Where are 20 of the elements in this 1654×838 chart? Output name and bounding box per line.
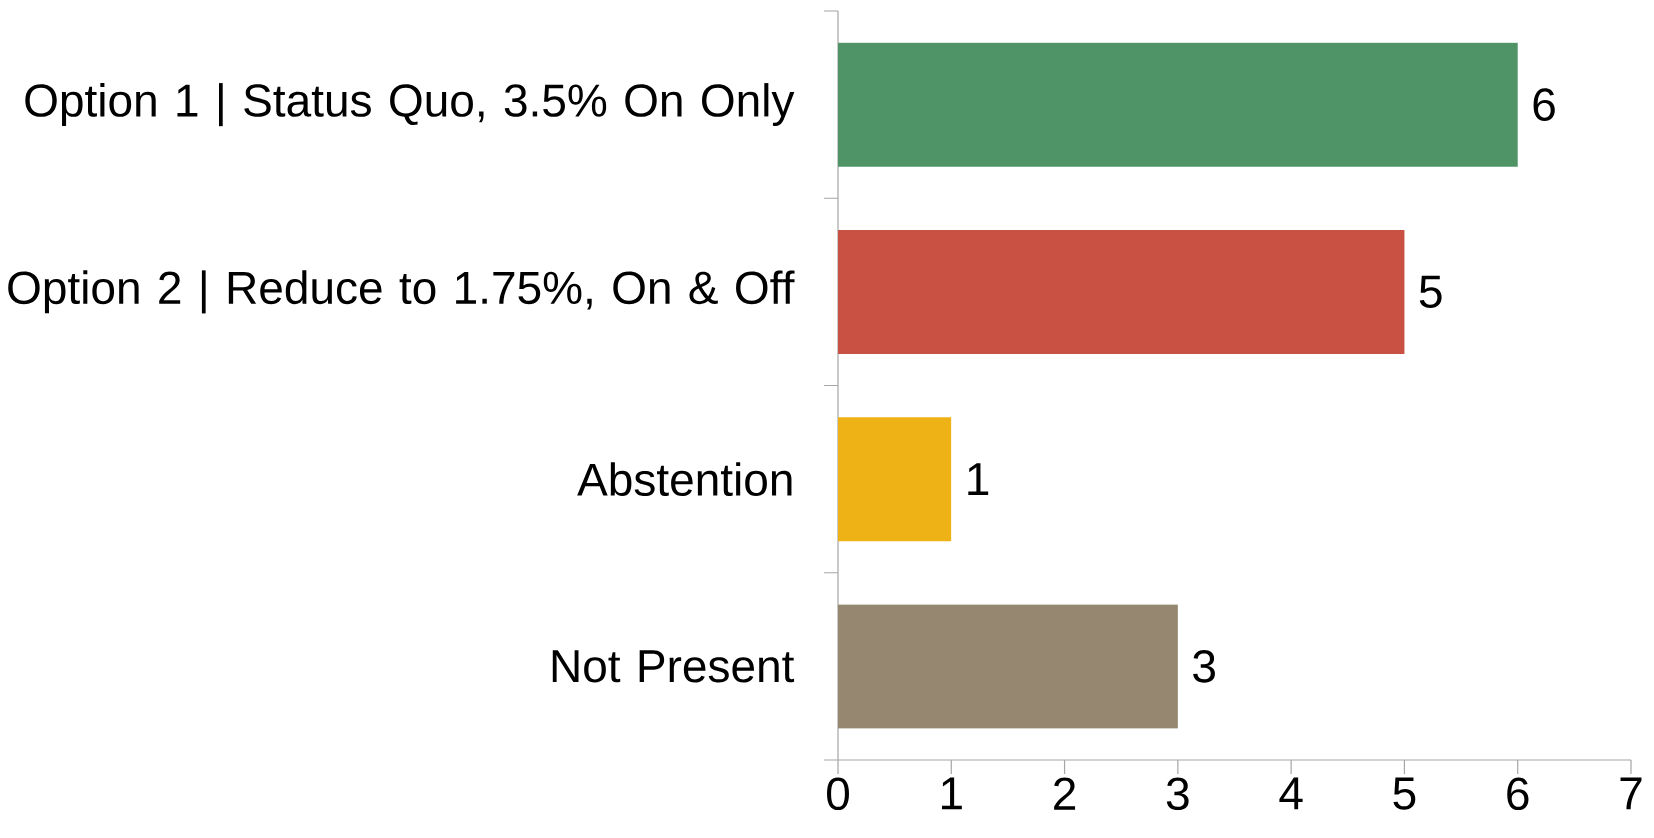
data-label: 3 [1193,650,1215,683]
x-tick-label: 1 [941,777,962,810]
x-tick-label: 6 [1507,777,1529,811]
x-tick-label: 7 [1620,777,1642,810]
x-tick-label: 3 [1166,777,1189,811]
bar [838,604,1178,729]
y-tick-label: Option 1 | Status Quo, 3.5% On Only [25,83,795,127]
bar [838,229,1405,354]
y-tick-label: Not Present [552,650,795,683]
x-tick-label: 4 [1279,777,1303,810]
data-label: 6 [1533,88,1555,121]
x-tick-label: 2 [1054,777,1076,810]
data-label: 1 [968,463,989,495]
x-tick-label: 0 [827,777,849,811]
bar [838,417,952,542]
x-tick-label: 5 [1393,777,1416,810]
data-label: 5 [1419,275,1442,308]
bar [838,42,1518,167]
y-tick-label: Abstention [577,462,792,497]
y-tick-label: Option 2 | Reduce to 1.75%, On & Off [8,270,795,314]
